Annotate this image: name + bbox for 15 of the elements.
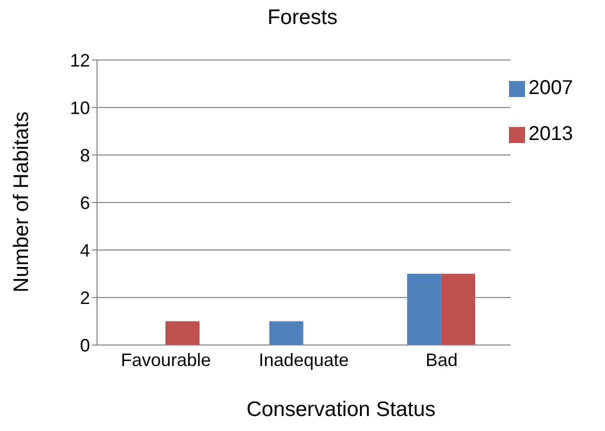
- x-axis-title: Conservation Status: [245, 398, 437, 422]
- y-axis-title: Number of Habitats: [10, 112, 34, 292]
- x-tick-label: Inadequate: [258, 350, 349, 370]
- y-tick-label: 8: [80, 145, 90, 166]
- y-tick-label: 0: [80, 335, 90, 356]
- legend-label: 2013: [528, 123, 573, 145]
- x-tick-label: Favourable: [120, 350, 211, 370]
- chart-title: Forests: [266, 6, 338, 30]
- legend-label: 2007: [528, 77, 573, 99]
- y-tick-label: 10: [70, 98, 90, 118]
- y-tick-label: 6: [80, 192, 90, 213]
- y-tick-label: 4: [80, 240, 90, 260]
- y-tick-label: 12: [70, 50, 90, 70]
- y-tick-label: 2: [80, 288, 90, 308]
- x-tick-label: Bad: [426, 350, 458, 370]
